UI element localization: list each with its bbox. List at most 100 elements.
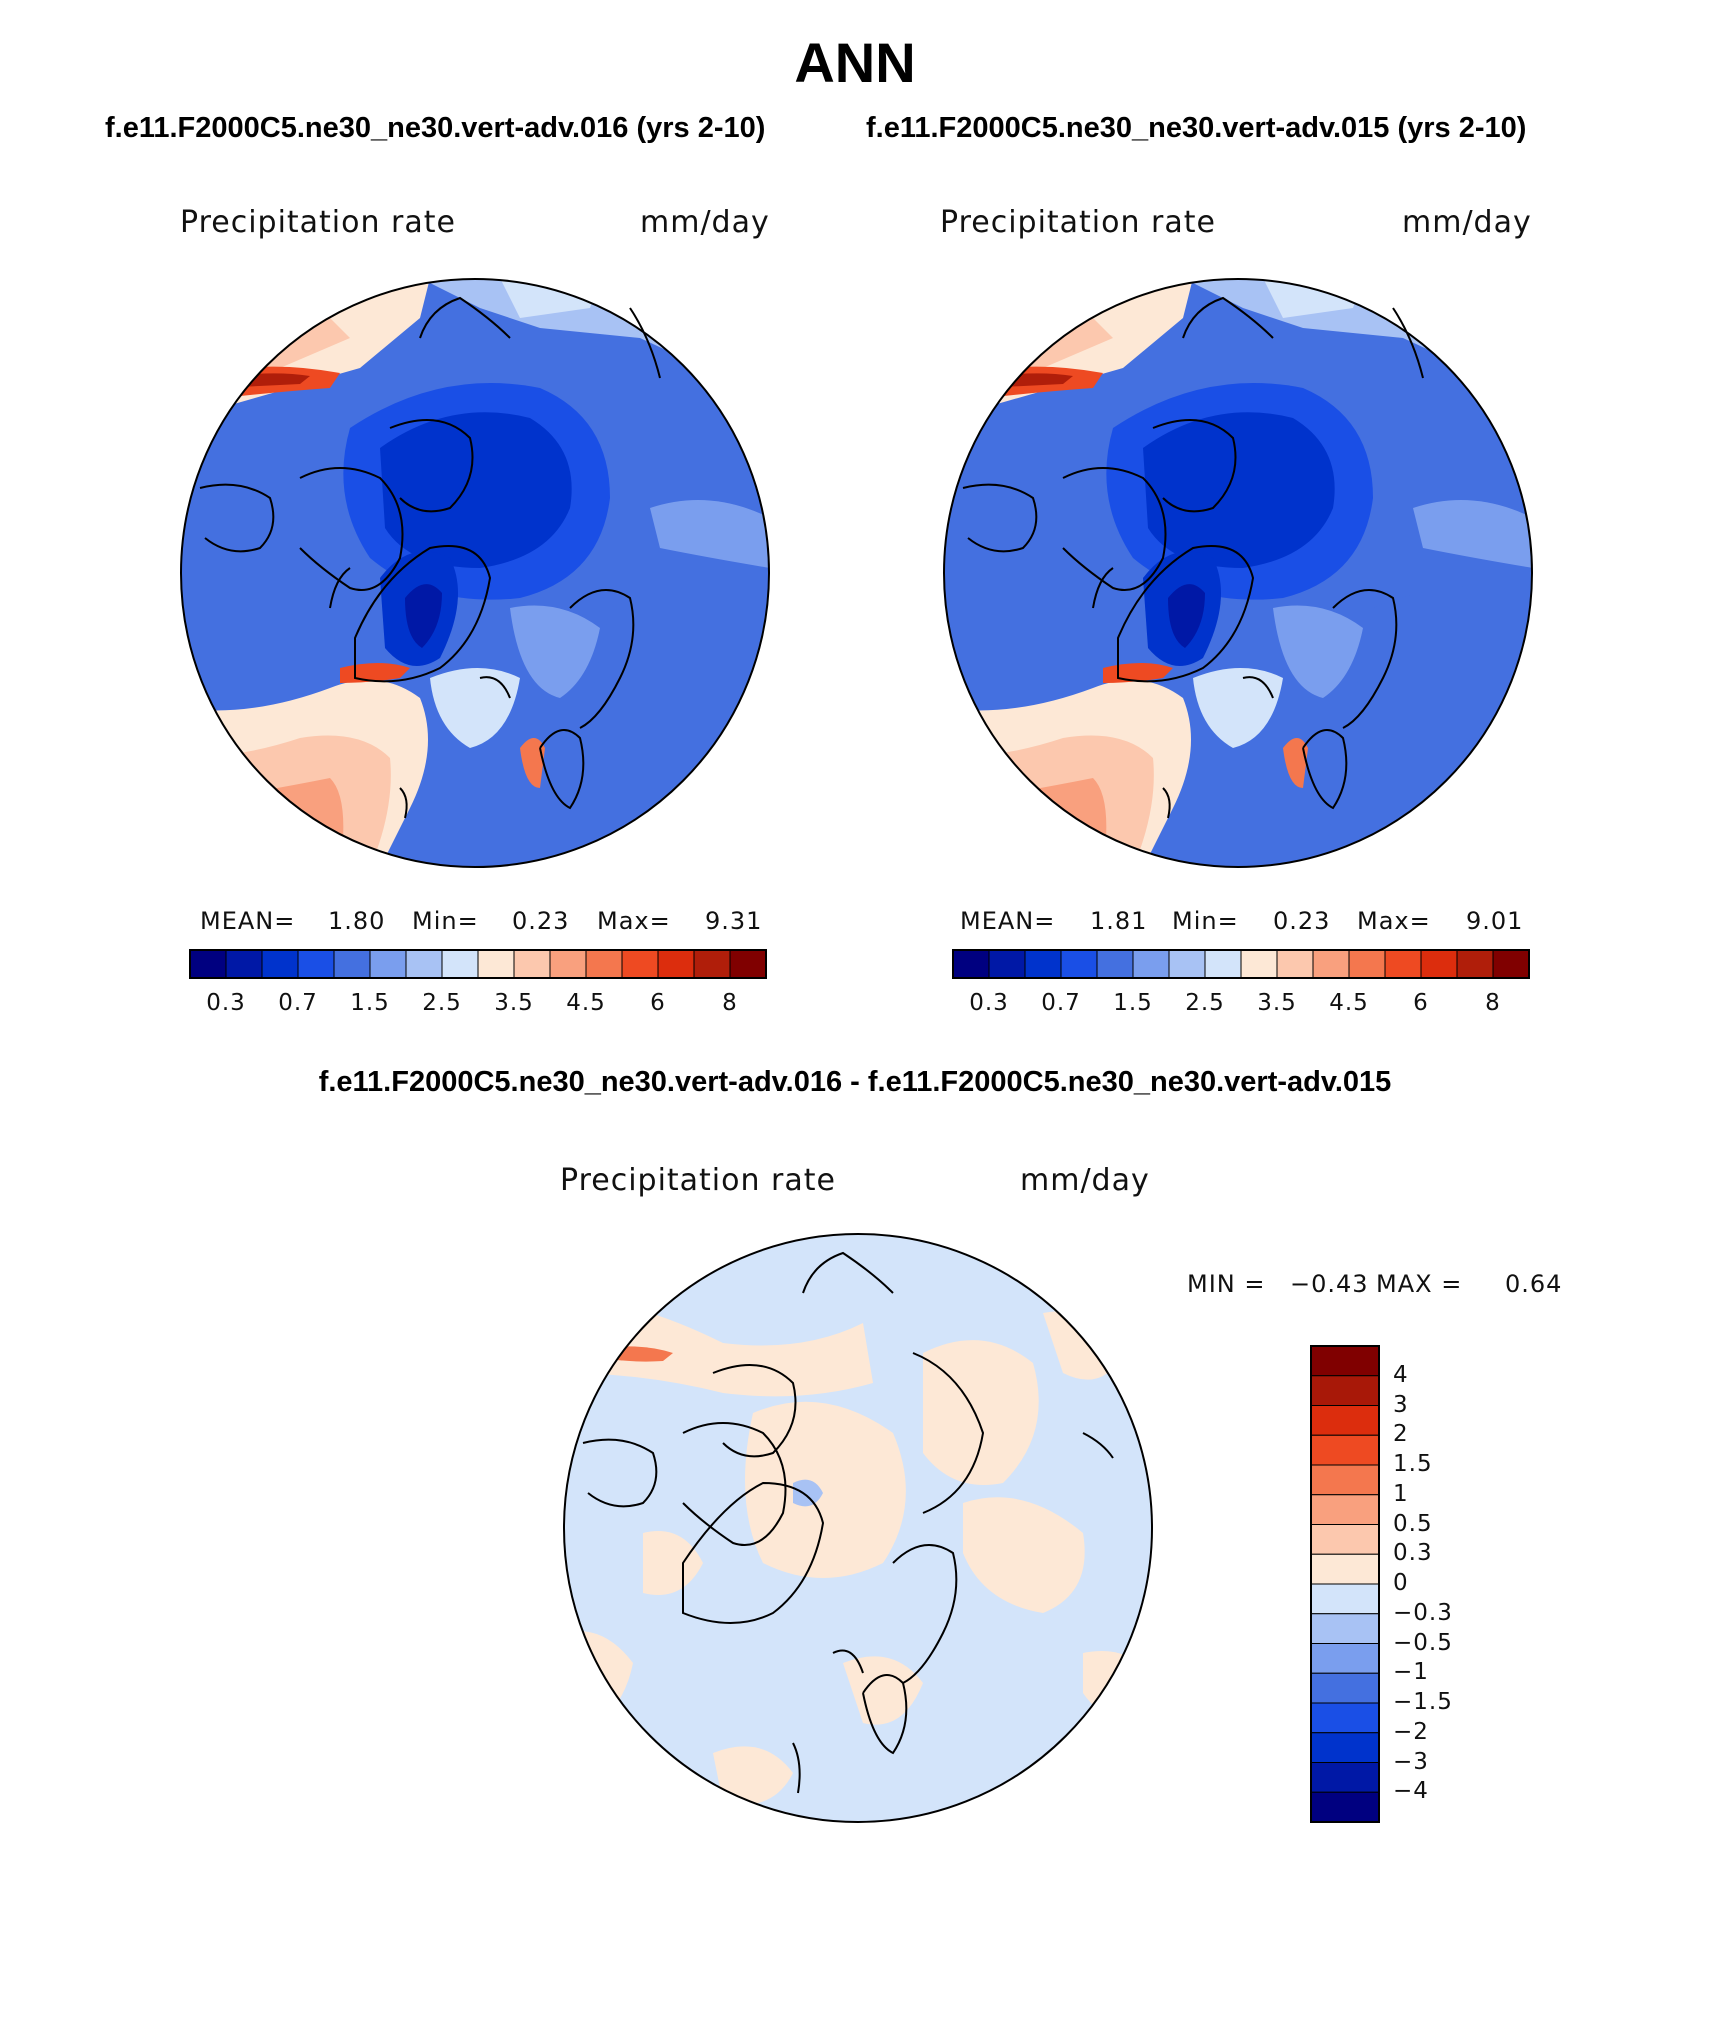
colorbar-tick-label: −1.5: [1393, 1689, 1453, 1715]
main-title: ANN: [794, 31, 916, 94]
colorbar-swatch: [1132, 949, 1170, 979]
colorbar-swatch: [693, 949, 731, 979]
colorbar-tick-label: 3: [1393, 1391, 1409, 1418]
colorbar-swatch: [1240, 949, 1278, 979]
colorbar-swatch: [1096, 949, 1134, 979]
colorbar-tick-label: 8: [722, 990, 738, 1016]
colorbar-tick-label: 1.5: [350, 990, 390, 1016]
colorbar-swatch: [549, 949, 587, 979]
colorbar-tick-label: 3.5: [1257, 990, 1297, 1016]
colorbar-swatch: [1310, 1643, 1380, 1674]
map-panel-1: [180, 278, 770, 868]
colorbar-swatch: [1310, 1345, 1380, 1377]
colorbar-swatch: [1310, 1672, 1380, 1704]
colorbar-tick-label: 0.3: [969, 990, 1009, 1016]
colorbar-tick-label: 0.7: [1041, 990, 1081, 1016]
panel1-mean-label: MEAN=: [200, 907, 296, 935]
map-panel-diff: [563, 1233, 1153, 1823]
panel2-min-value: 0.23: [1273, 907, 1331, 935]
panel1-min-label: Min=: [412, 907, 479, 935]
colorbar-panel-1: [189, 949, 767, 979]
panel2-min-label: Min=: [1172, 907, 1239, 935]
colorbar-tick-label: 3.5: [494, 990, 534, 1016]
colorbar-tick-label: 6: [650, 990, 666, 1016]
colorbar-swatch: [1310, 1434, 1380, 1466]
colorbar-swatch: [261, 949, 299, 979]
colorbar-tick-label: 4.5: [1329, 990, 1369, 1016]
colorbar-swatch: [1310, 1553, 1380, 1585]
colorbar-swatch: [1456, 949, 1494, 979]
colorbar-tick-label: 1.5: [1113, 990, 1153, 1016]
colorbar-tick-label: −0.5: [1393, 1629, 1453, 1656]
colorbar-swatch: [1310, 1613, 1380, 1644]
colorbar-swatch: [657, 949, 695, 979]
colorbar-swatch: [1310, 1464, 1380, 1496]
colorbar-swatch: [988, 949, 1026, 979]
colorbar-diff: [1310, 1345, 1380, 1823]
colorbar-swatch: [1312, 949, 1350, 979]
diff-max-value: 0.64: [1505, 1270, 1563, 1298]
colorbar-frame: [952, 949, 1530, 979]
colorbar-swatch: [477, 949, 515, 979]
case-title-left: f.e11.F2000C5.ne30_ne30.vert-adv.016 (yr…: [105, 112, 766, 144]
colorbar-tick-label: 1: [1393, 1480, 1409, 1507]
colorbar-swatch: [1060, 949, 1098, 979]
diff-title: f.e11.F2000C5.ne30_ne30.vert-adv.016 - f…: [318, 1066, 1392, 1098]
panel2-mean-value: 1.81: [1090, 907, 1148, 935]
colorbar-panel-2: [952, 949, 1530, 979]
diff-min-value: −0.43: [1290, 1270, 1369, 1298]
colorbar-swatch: [1492, 949, 1530, 979]
diff-variable: Precipitation rate: [560, 1163, 836, 1198]
colorbar-tick-label: 1.5: [1393, 1451, 1433, 1477]
colorbar-frame: [1310, 1345, 1380, 1823]
panel1-units: mm/day: [640, 205, 770, 240]
colorbar-swatch: [1310, 1375, 1380, 1406]
colorbar-tick-label: 4.5: [566, 990, 606, 1016]
colorbar-swatch: [1310, 1702, 1380, 1734]
colorbar-tick-label: 2.5: [1185, 990, 1225, 1016]
colorbar-swatch: [621, 949, 659, 979]
colorbar-swatch: [1310, 1524, 1380, 1555]
colorbar-swatch: [333, 949, 371, 979]
map-panel-2: [943, 278, 1533, 868]
colorbar-tick-label: −2: [1393, 1718, 1429, 1745]
case-title-right: f.e11.F2000C5.ne30_ne30.vert-adv.015 (yr…: [866, 112, 1527, 144]
colorbar-tick-label: 6: [1413, 990, 1429, 1016]
diff-units: mm/day: [1020, 1163, 1150, 1198]
colorbar-swatch: [1024, 949, 1062, 979]
panel1-min-value: 0.23: [512, 907, 570, 935]
colorbar-swatch: [513, 949, 551, 979]
colorbar-swatch: [441, 949, 479, 979]
colorbar-tick-label: 2.5: [422, 990, 462, 1016]
colorbar-swatch: [1310, 1405, 1380, 1436]
colorbar-tick-label: 4: [1393, 1361, 1409, 1388]
colorbar-swatch: [952, 949, 990, 979]
colorbar-tick-label: 2: [1393, 1421, 1409, 1448]
colorbar-tick-label: 0.5: [1393, 1510, 1433, 1537]
colorbar-swatch: [1310, 1762, 1380, 1793]
colorbar-swatch: [1168, 949, 1206, 979]
colorbar-swatch: [1276, 949, 1314, 979]
colorbar-swatch: [1420, 949, 1458, 979]
colorbar-swatch: [297, 949, 335, 979]
colorbar-swatch: [585, 949, 623, 979]
panel1-mean-value: 1.80: [328, 907, 386, 935]
panel2-variable: Precipitation rate: [940, 205, 1216, 240]
colorbar-swatch: [1310, 1732, 1380, 1763]
colorbar-tick-label: 0.7: [278, 990, 318, 1016]
colorbar-swatch: [1204, 949, 1242, 979]
colorbar-tick-label: 0.3: [206, 990, 246, 1016]
colorbar-tick-label: −3: [1393, 1748, 1429, 1775]
colorbar-swatch: [405, 949, 443, 979]
colorbar-swatch: [369, 949, 407, 979]
colorbar-swatch: [225, 949, 263, 979]
panel2-max-label: Max=: [1357, 907, 1431, 935]
colorbar-swatch: [1310, 1583, 1380, 1615]
colorbar-tick-label: 0: [1393, 1570, 1409, 1596]
panel1-max-value: 9.31: [705, 907, 763, 935]
colorbar-tick-label: −4: [1393, 1778, 1429, 1805]
diff-min-label: MIN =: [1187, 1270, 1266, 1298]
colorbar-swatch: [1384, 949, 1422, 979]
colorbar-tick-label: −0.3: [1393, 1599, 1453, 1626]
colorbar-tick-label: 0.3: [1393, 1540, 1433, 1567]
